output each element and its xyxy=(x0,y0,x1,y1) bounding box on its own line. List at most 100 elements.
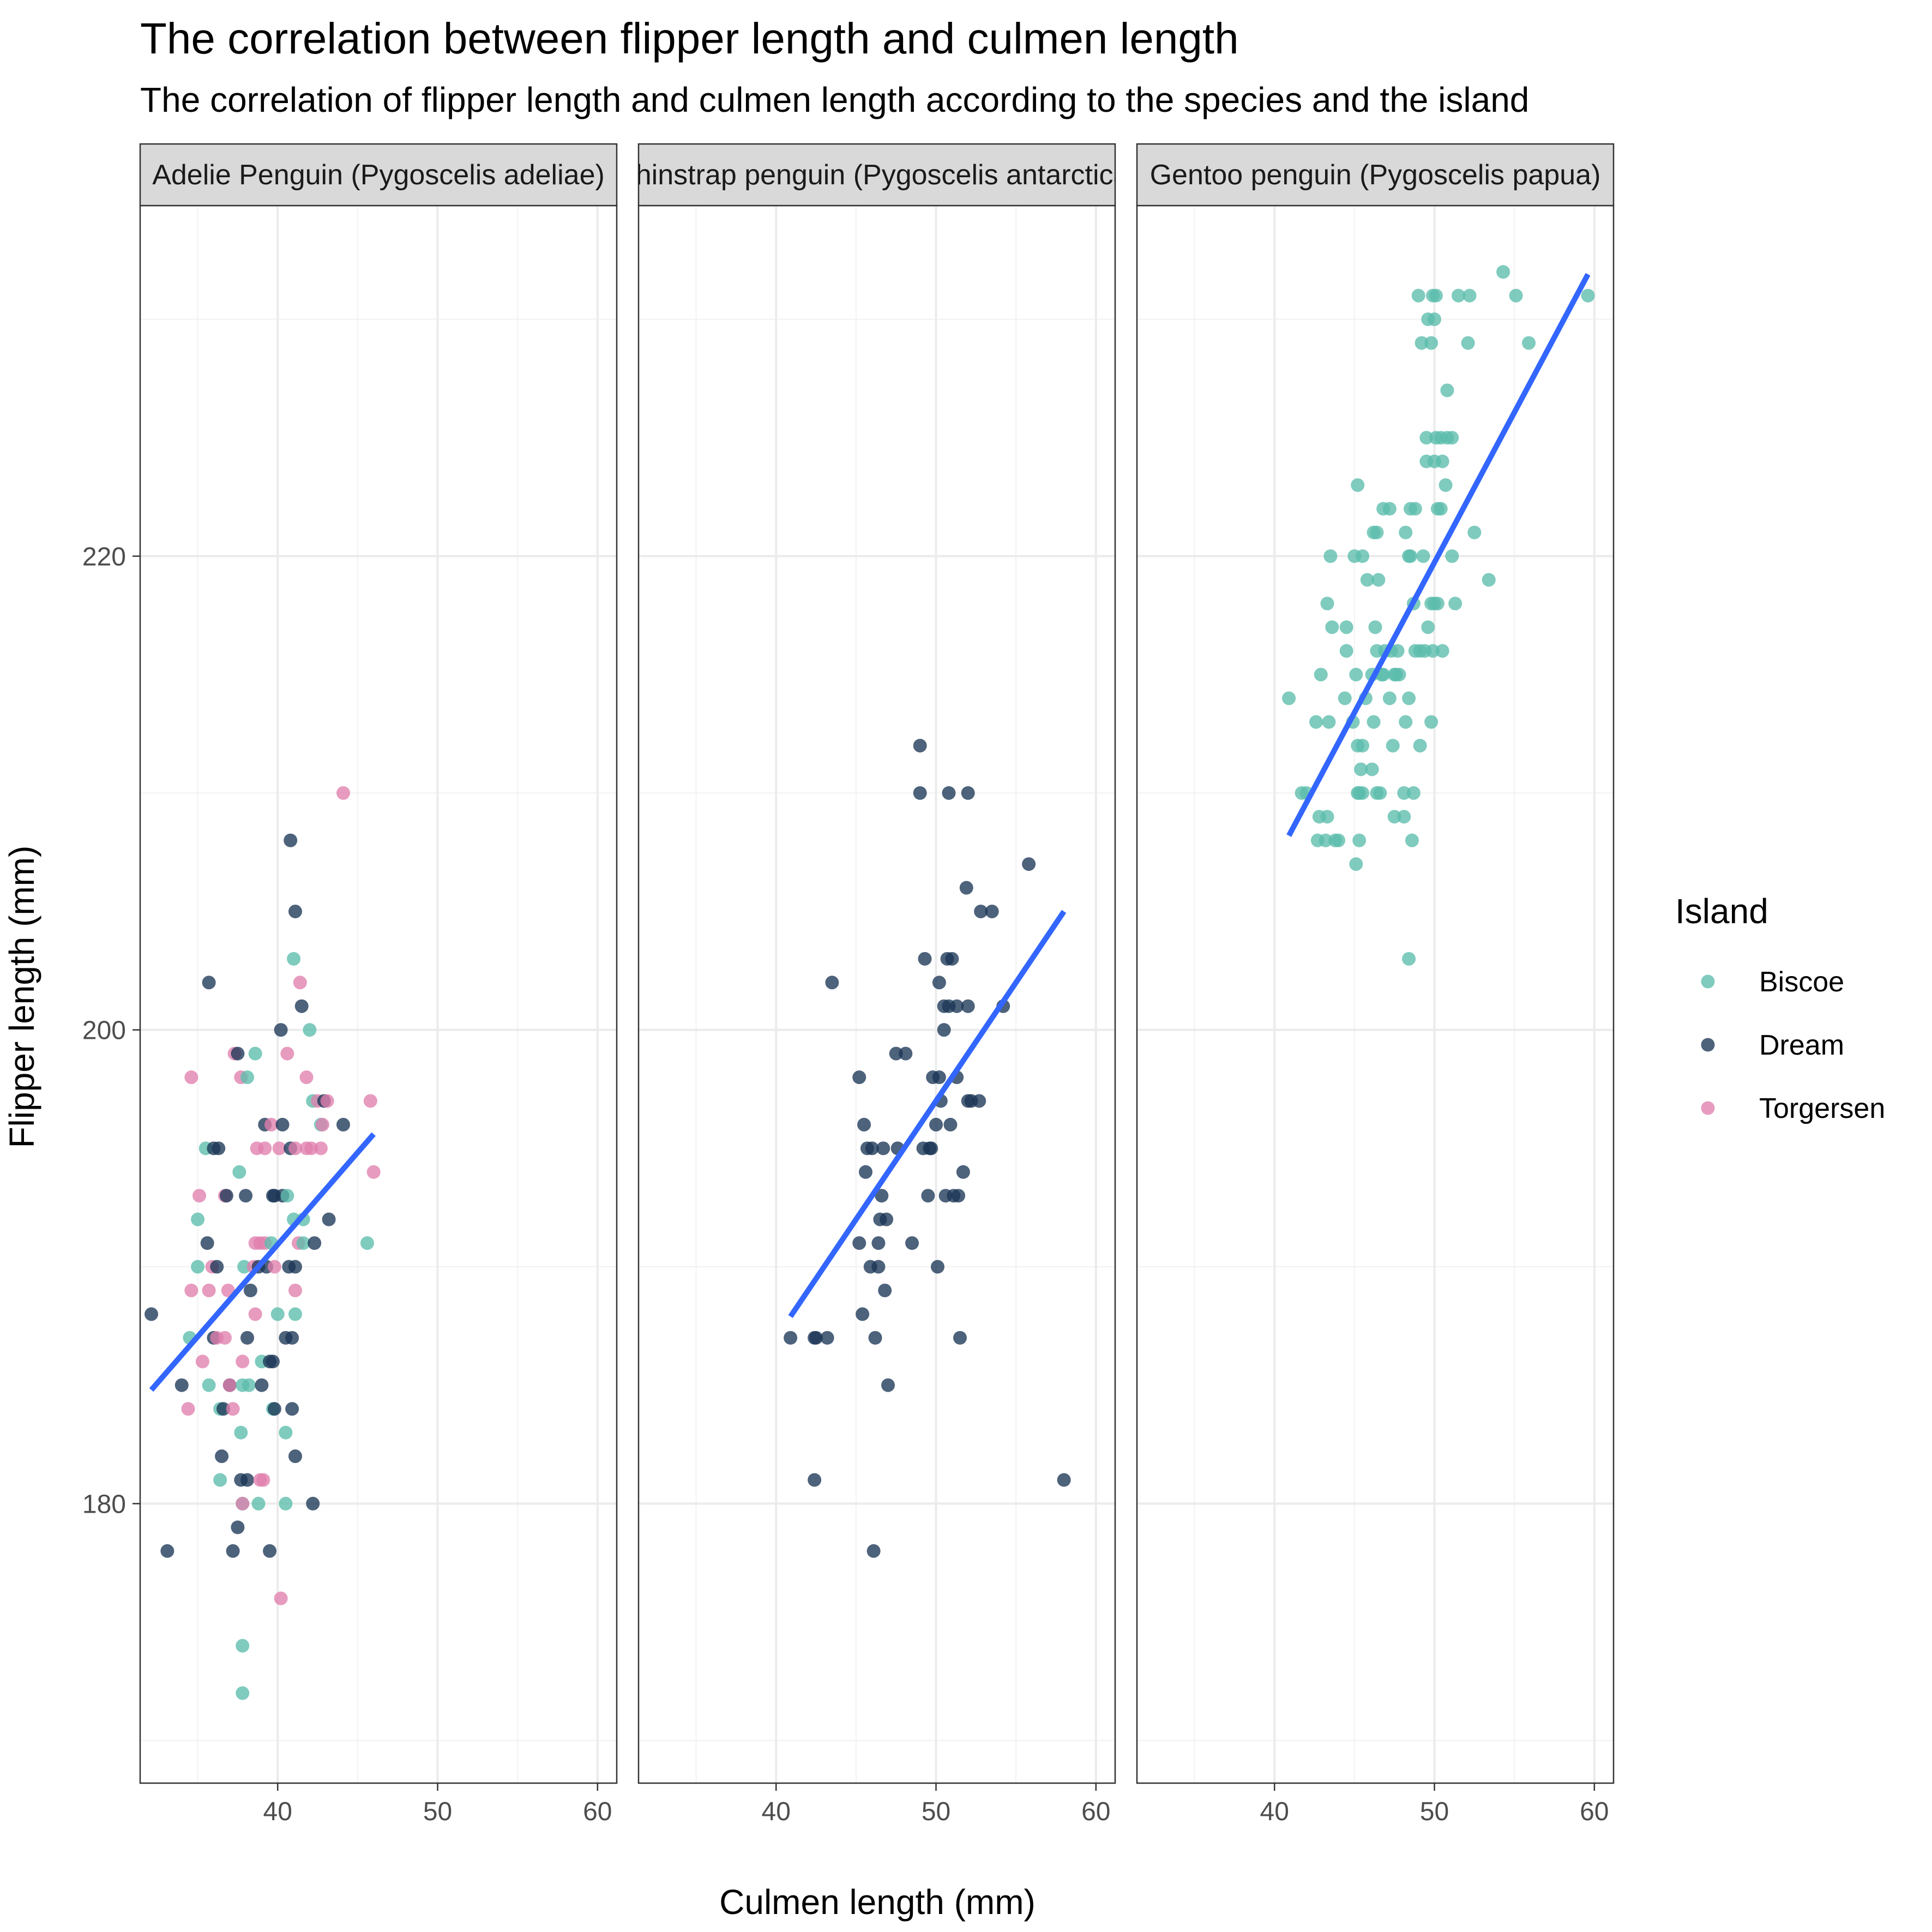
data-point xyxy=(1581,288,1595,303)
data-point xyxy=(932,976,946,990)
data-point xyxy=(913,786,927,800)
data-point xyxy=(943,1117,958,1131)
data-point xyxy=(1382,691,1397,706)
data-point xyxy=(239,1189,253,1203)
panel-background xyxy=(639,206,1115,1783)
data-point xyxy=(889,1046,903,1061)
data-point xyxy=(1445,431,1459,445)
data-point xyxy=(191,1260,205,1274)
data-point xyxy=(336,786,350,800)
data-point xyxy=(1461,336,1475,350)
data-point xyxy=(875,1189,889,1203)
x-tick-label: 50 xyxy=(1420,1797,1449,1826)
data-point xyxy=(242,1378,256,1392)
data-point xyxy=(360,1236,374,1250)
data-point xyxy=(1314,667,1328,682)
data-point xyxy=(913,738,927,753)
data-point xyxy=(1439,478,1453,492)
data-point xyxy=(950,999,964,1013)
data-point xyxy=(284,833,298,847)
data-point xyxy=(256,1473,270,1487)
data-point xyxy=(1352,833,1367,847)
data-point xyxy=(1416,549,1430,563)
data-point xyxy=(226,1402,240,1416)
data-point xyxy=(236,1496,250,1510)
legend-key xyxy=(1701,1101,1715,1115)
data-point xyxy=(1323,549,1338,563)
data-point xyxy=(1448,597,1462,611)
data-point xyxy=(899,1046,913,1061)
data-point xyxy=(160,1544,174,1558)
facet-strip-label: Gentoo penguin (Pygoscelis papua) xyxy=(1150,159,1601,191)
legend-item-torgersen: Torgersen xyxy=(1701,1093,1885,1124)
x-tick-label: 40 xyxy=(1260,1797,1289,1826)
data-point xyxy=(1408,502,1422,516)
data-point xyxy=(1424,336,1439,350)
data-point xyxy=(191,1212,205,1226)
points-layer xyxy=(784,738,1071,1558)
data-point xyxy=(1435,454,1449,468)
data-point xyxy=(930,1260,944,1274)
data-point xyxy=(303,1023,317,1037)
data-point xyxy=(871,1260,886,1274)
data-point xyxy=(1440,383,1454,398)
data-point xyxy=(1419,431,1434,445)
data-point xyxy=(293,976,307,990)
data-point xyxy=(1482,573,1496,587)
data-point xyxy=(932,1070,946,1085)
data-point xyxy=(959,881,973,895)
data-point xyxy=(905,1236,919,1250)
facet-strip-label: Adelie Penguin (Pygoscelis adeliae) xyxy=(152,159,605,191)
data-point xyxy=(363,1094,377,1108)
data-point xyxy=(308,1236,322,1250)
data-point xyxy=(279,1425,293,1440)
data-point xyxy=(1356,738,1370,753)
data-point xyxy=(336,1117,350,1131)
data-point xyxy=(1368,620,1382,634)
data-point xyxy=(280,1189,294,1203)
legend-key xyxy=(1701,1038,1715,1052)
facet-panel: Chinstrap penguin (Pygoscelis antarctica… xyxy=(615,143,1139,1784)
data-point xyxy=(1452,288,1466,303)
data-point xyxy=(1338,691,1352,706)
x-tick-label: 60 xyxy=(583,1797,612,1826)
data-point xyxy=(275,1117,290,1131)
facet-panel: Gentoo penguin (Pygoscelis papua) xyxy=(1136,143,1615,1784)
data-point xyxy=(1022,857,1036,871)
data-point xyxy=(1392,667,1406,682)
data-point xyxy=(857,1117,871,1131)
facet-strip-label: Chinstrap penguin (Pygoscelis antarctica… xyxy=(615,159,1139,191)
x-axis-title: Culmen length (mm) xyxy=(719,1882,1036,1922)
data-point xyxy=(258,1141,272,1155)
data-point xyxy=(1325,620,1339,634)
data-point xyxy=(219,1189,233,1203)
data-point xyxy=(985,904,999,918)
data-point xyxy=(858,1165,872,1179)
data-point xyxy=(315,1117,329,1131)
data-point xyxy=(808,1473,822,1487)
data-point xyxy=(274,1023,288,1037)
data-point xyxy=(181,1402,195,1416)
data-point xyxy=(866,1544,881,1558)
data-point xyxy=(222,1378,237,1392)
data-point xyxy=(1322,715,1336,729)
data-point xyxy=(1376,667,1391,682)
panel-background xyxy=(1137,206,1614,1783)
data-point xyxy=(240,1473,255,1487)
data-point xyxy=(248,1307,262,1321)
data-point xyxy=(1509,288,1523,303)
data-point xyxy=(1320,597,1334,611)
data-point xyxy=(1445,549,1459,563)
data-point xyxy=(784,1331,798,1345)
data-point xyxy=(274,1591,288,1605)
data-point xyxy=(1320,810,1334,824)
data-point xyxy=(1399,525,1413,539)
data-point xyxy=(294,999,309,1013)
legend-label: Biscoe xyxy=(1759,966,1844,998)
data-point xyxy=(1360,573,1374,587)
facet-panel: Adelie Penguin (Pygoscelis adeliae) xyxy=(139,143,618,1784)
data-point xyxy=(825,976,839,990)
data-point xyxy=(1467,525,1482,539)
chart-subtitle: The correlation of flipper length and cu… xyxy=(140,80,1529,119)
data-point xyxy=(852,1236,866,1250)
